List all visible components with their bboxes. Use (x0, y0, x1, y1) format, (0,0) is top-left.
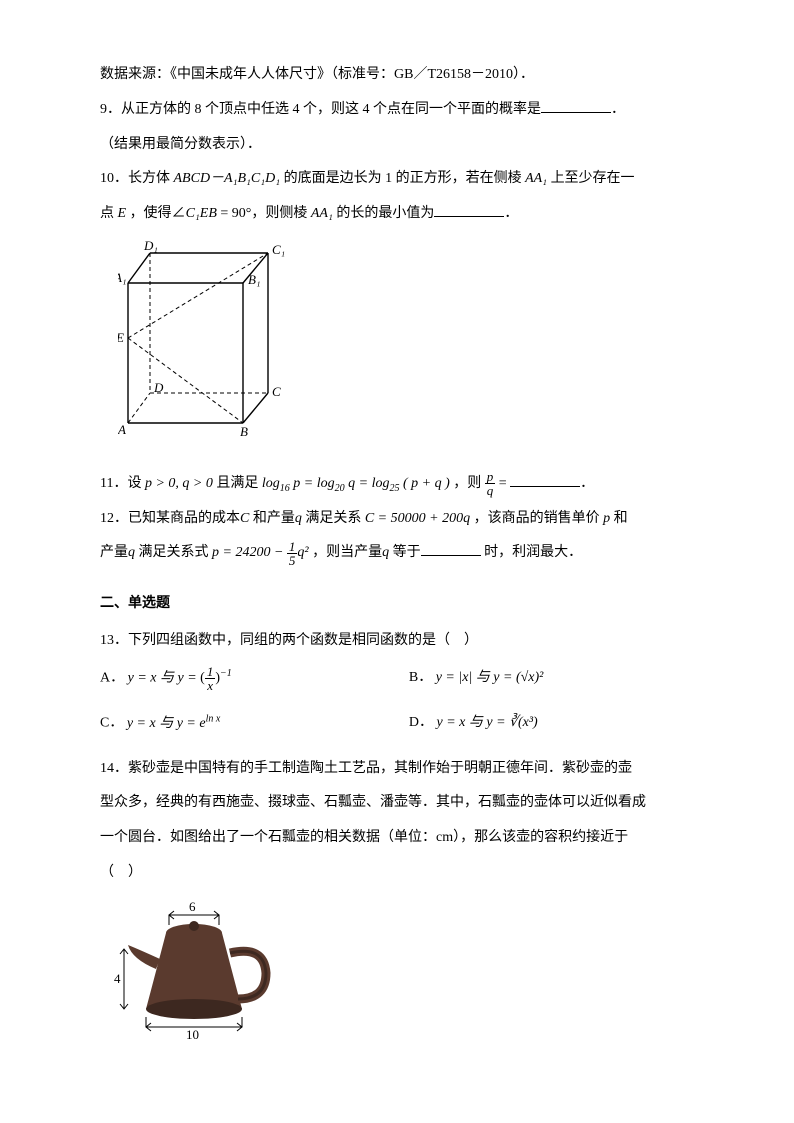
q13-options-row2: C． y = x 与 y = eln x D． y = x 与 y = ∛(x³… (100, 708, 694, 739)
q10-edge1: AA₁ (525, 171, 547, 186)
q13-B-expr: y = |x| 与 y = (√x)² (436, 670, 544, 685)
q9-dot: ． (611, 102, 625, 117)
q12-line2: 产量q 满足关系式 p = 24200 − 15q² ，则当产量q 等于 时，利… (100, 538, 694, 569)
q9-line1: 9．从正方体的 8 个顶点中任选 4 个，则这 4 个点在同一个平面的概率是 ． (100, 95, 694, 126)
teapot-bottom: 10 (186, 1027, 199, 1039)
q13-A-frac: 1x (205, 665, 216, 692)
q10-p1c: 上至少存在一 (551, 171, 635, 186)
q9-blank (541, 97, 611, 113)
q13-stem: 13．下列四组函数中，同组的两个函数是相同函数的是（ ） (100, 626, 694, 657)
q11-a: 11．设 (100, 476, 141, 491)
lbl-A: A (118, 422, 126, 437)
q12-q2: q (128, 545, 135, 560)
q12-g: 满足关系式 (139, 545, 209, 560)
q12-a: 12．已知某商品的成本 (100, 511, 240, 526)
q13-A-label: A． (100, 670, 124, 685)
q12-f: 产量 (100, 545, 128, 560)
q12-q2sq: q² (297, 545, 308, 560)
q11-eq: log16 p = log20 q = log25 ( p + q ) (262, 476, 453, 491)
q12-frac: 15 (287, 540, 298, 567)
q12-p: p (600, 511, 614, 526)
q11-line: 11．设 p > 0, q > 0 且满足 log16 p = log20 q … (100, 469, 694, 500)
q12-e: 和 (614, 511, 628, 526)
q10-p2b: ，使得∠ (130, 206, 186, 221)
q11-b: 且满足 (216, 476, 258, 491)
q12-q1: q (295, 511, 302, 526)
q10-line2: 点 E ，使得∠C₁EB = 90°，则侧棱 AA₁ 的长的最小值为 ． (100, 199, 694, 230)
lbl-D: D (153, 380, 164, 395)
q11-blank (510, 471, 580, 487)
teapot-top: 6 (189, 899, 196, 914)
q10-expr: ABCD－A₁B₁C₁D₁ (174, 171, 281, 186)
q11-cond: p > 0, q > 0 (145, 476, 216, 491)
q12-h: ，则当产量 (312, 545, 382, 560)
q12-blank (421, 540, 481, 556)
q13-opt-C: C． y = x 与 y = eln x (100, 708, 409, 739)
lbl-D1: D₁ (143, 238, 158, 253)
q10-p1b: 的底面是边长为 1 的正方形，若在侧棱 (284, 171, 522, 186)
teapot-left: 4 (114, 971, 121, 986)
cube-figure: D₁ C₁ A₁ B₁ E D C A B (118, 238, 694, 461)
q9-line2: （结果用最简分数表示）． (100, 130, 694, 161)
q10-blank (434, 201, 504, 217)
q13-C-label: C． (100, 716, 123, 731)
q13-B-label: B． (409, 670, 432, 685)
q11-c: ，则 (453, 476, 481, 491)
lbl-C: C (272, 384, 281, 399)
q14-l1: 14．紫砂壶是中国特有的手工制造陶土工艺品，其制作始于明朝正德年间．紫砂壶的壶 (100, 754, 694, 785)
q11-d: = (499, 476, 510, 491)
q10-dot: ． (504, 206, 518, 221)
q9-text: 9．从正方体的 8 个顶点中任选 4 个，则这 4 个点在同一个平面的概率是 (100, 102, 541, 117)
q11-frac: pq (485, 470, 496, 497)
q13-D-expr: y = x 与 y = ∛(x³) (437, 715, 538, 730)
q10-line1: 10．长方体 ABCD－A₁B₁C₁D₁ 的底面是边长为 1 的正方形，若在侧棱… (100, 164, 694, 195)
q11-dot: ． (580, 476, 594, 491)
datasource-line: 数据来源：《中国未成年人人体尺寸》（标准号：GB／T26158－2010）． (100, 60, 694, 91)
cube-svg: D₁ C₁ A₁ B₁ E D C A B (118, 238, 298, 448)
teapot-figure: 6 4 10 (114, 899, 314, 1039)
lbl-A1: A₁ (118, 270, 126, 285)
lbl-E: E (118, 330, 124, 345)
q10-E: E (118, 206, 127, 221)
q13-options-row1: A． y = x 与 y = (1x)−1 B． y = |x| 与 y = (… (100, 663, 694, 694)
q12-line1: 12．已知某商品的成本C 和产量q 满足关系 C = 50000 + 200q … (100, 504, 694, 535)
lbl-B: B (240, 424, 248, 439)
lbl-C1: C₁ (272, 242, 285, 257)
q12-d: ，该商品的销售单价 (474, 511, 600, 526)
q12-q3: q (382, 545, 389, 560)
q10-p1a: 10．长方体 (100, 171, 170, 186)
q12-eq2: p = 24200 − (212, 545, 287, 560)
q12-i: 等于 (393, 545, 421, 560)
q12-C: C (240, 511, 249, 526)
q12-j: 时，利润最大． (484, 545, 582, 560)
q13-D-label: D． (409, 715, 433, 730)
q12-eq1: C = 50000 + 200q (365, 511, 470, 526)
q13-A-exp: −1 (220, 668, 232, 679)
q10-ang: C₁EB (186, 206, 217, 221)
q10-edge2: AA₁ (311, 206, 333, 221)
q10-p2c: = 90°，则侧棱 (217, 206, 308, 221)
q10-p2a: 点 (100, 206, 114, 221)
q13-opt-B: B． y = |x| 与 y = (√x)² (409, 663, 694, 694)
teapot-svg: 6 4 10 (114, 899, 314, 1039)
q10-p2d: 的长的最小值为 (336, 206, 434, 221)
q14-l2: 型众多，经典的有西施壶、掇球壶、石瓢壶、潘壶等．其中，石瓢壶的壶体可以近似看成 (100, 788, 694, 819)
section2-title: 二、单选题 (100, 589, 694, 620)
q13-C-expr: y = x 与 y = eln x (127, 716, 220, 731)
q13-A-expr: y = x 与 y = (128, 670, 201, 685)
lbl-B1: B₁ (248, 272, 260, 287)
q13-opt-A: A． y = x 与 y = (1x)−1 (100, 663, 409, 694)
q12-b: 和产量 (253, 511, 295, 526)
q13-opt-D: D． y = x 与 y = ∛(x³) (409, 708, 694, 739)
q12-c: 满足关系 (305, 511, 361, 526)
q14-l4: （ ） (100, 858, 694, 889)
q14-l3: 一个圆台．如图给出了一个石瓢壶的相关数据（单位：cm），那么该壶的容积约接近于 (100, 823, 694, 854)
